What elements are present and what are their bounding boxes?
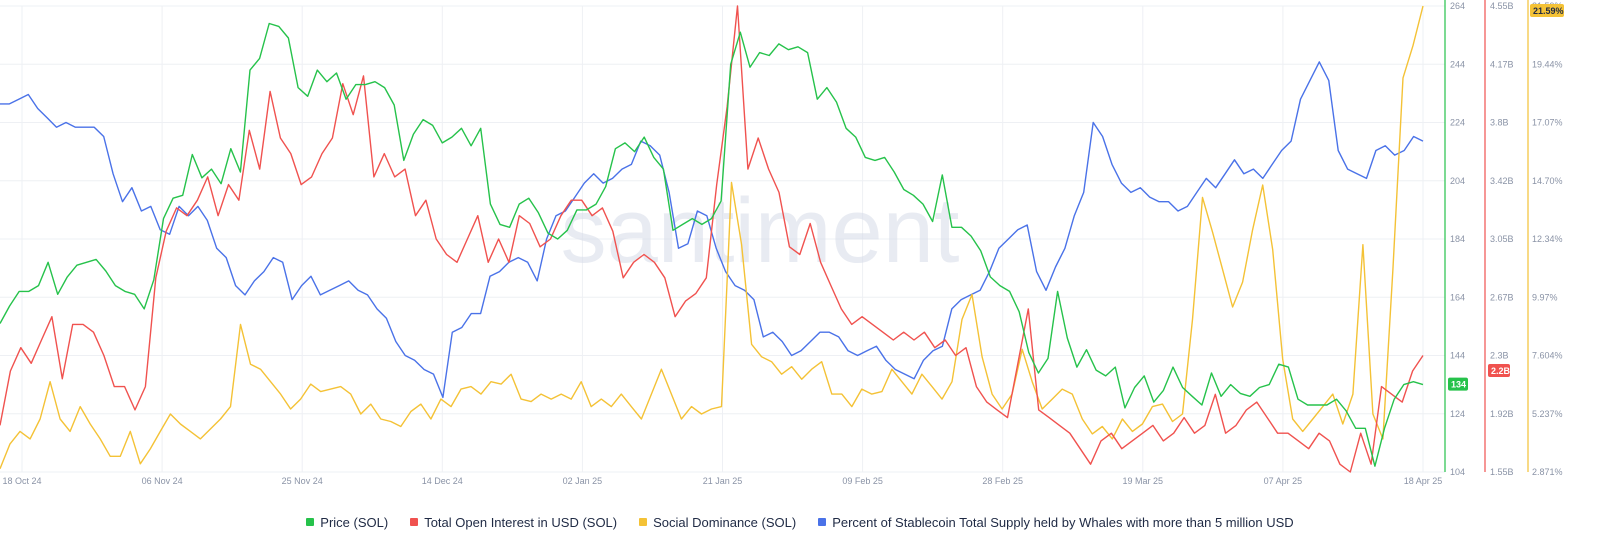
axis-tick-label-oi: 3.05B [1490, 234, 1514, 244]
x-tick-label: 21 Jan 25 [703, 476, 743, 486]
series-line-price [0, 22, 1424, 467]
axis-tick-label-oi: 4.55B [1490, 1, 1514, 11]
x-tick-label: 18 Oct 24 [2, 476, 41, 486]
axis-tick-label-oi: 3.8B [1490, 118, 1509, 128]
legend-label-open-interest: Total Open Interest in USD (SOL) [424, 514, 618, 530]
axis-tick-label-dominance: 9.97% [1532, 292, 1558, 302]
legend-item-price[interactable]: Price (SOL) [306, 515, 388, 530]
axis-tick-label-oi: 4.17B [1490, 59, 1514, 69]
legend-label-whales: Percent of Stablecoin Total Supply held … [832, 514, 1294, 530]
axis-tick-label-dominance: 12.34% [1532, 234, 1563, 244]
axis-tick-label-oi: 3.42B [1490, 176, 1514, 186]
legend-label-social-dominance: Social Dominance (SOL) [653, 514, 797, 530]
x-tick-label: 19 Mar 25 [1123, 476, 1164, 486]
legend-swatch-whales [818, 518, 827, 526]
x-tick-label: 28 Feb 25 [982, 476, 1023, 486]
legend-label-price: Price (SOL) [320, 514, 389, 530]
axis-tick-label-price: 244 [1450, 59, 1465, 69]
axis-tick-label-dominance: 19.44% [1532, 59, 1563, 69]
x-tick-label: 14 Dec 24 [422, 476, 463, 486]
axis-tick-label-price: 164 [1450, 292, 1465, 302]
axis-tick-label-oi: 2.3B [1490, 351, 1509, 361]
axis-tick-label-oi: 2.67B [1490, 292, 1514, 302]
badge-bg-oi [1488, 364, 1510, 378]
legend: Price (SOL) Total Open Interest in USD (… [0, 512, 1600, 532]
badge-bg-price [1448, 377, 1468, 391]
legend-item-social-dominance[interactable]: Social Dominance (SOL) [639, 515, 796, 530]
axis-tick-label-oi: 1.55B [1490, 467, 1514, 477]
axis-tick-label-price: 104 [1450, 467, 1465, 477]
legend-item-whales[interactable]: Percent of Stablecoin Total Supply held … [818, 515, 1294, 530]
axis-tick-label-dominance: 2.871% [1532, 467, 1563, 477]
legend-swatch-price [306, 518, 315, 526]
x-tick-label: 06 Nov 24 [142, 476, 183, 486]
badge-text-price: 134 [1451, 380, 1466, 390]
x-tick-label: 25 Nov 24 [282, 476, 323, 486]
axis-tick-label-dominance: 5.237% [1532, 409, 1563, 419]
axis-tick-label-price: 264 [1450, 1, 1465, 11]
axis-tick-label-dominance: 7.604% [1532, 351, 1563, 361]
current-value-badge-oi: 2.2B [1488, 364, 1511, 378]
x-tick-label: 02 Jan 25 [563, 476, 603, 486]
axis-tick-label-price: 184 [1450, 234, 1465, 244]
axis-tick-label-price: 204 [1450, 176, 1465, 186]
axis-tick-label-price: 224 [1450, 118, 1465, 128]
current-value-badge-dominance: 21.59% [1530, 4, 1564, 17]
axis-tick-label-price: 124 [1450, 409, 1465, 419]
axis-tick-label-dominance: 17.07% [1532, 118, 1563, 128]
badge-text-dominance: 21.59% [1533, 6, 1564, 16]
x-tick-label: 18 Apr 25 [1404, 476, 1443, 486]
series-line-dominance [0, 5, 1424, 470]
series-line-oi [0, 5, 1424, 473]
legend-item-open-interest[interactable]: Total Open Interest in USD (SOL) [410, 515, 617, 530]
current-value-badge-price: 134 [1448, 377, 1468, 391]
badge-bg-dominance [1530, 4, 1564, 17]
x-tick-label: 09 Feb 25 [842, 476, 883, 486]
watermark: santiment [561, 180, 960, 282]
axis-tick-label-price: 144 [1450, 351, 1465, 361]
x-tick-label: 07 Apr 25 [1264, 476, 1303, 486]
legend-swatch-open-interest [410, 518, 419, 526]
axis-tick-label-dominance: 14.70% [1532, 176, 1563, 186]
axis-tick-label-oi: 1.92B [1490, 409, 1514, 419]
badge-text-oi: 2.2B [1491, 366, 1511, 376]
legend-swatch-social-dominance [639, 518, 648, 526]
